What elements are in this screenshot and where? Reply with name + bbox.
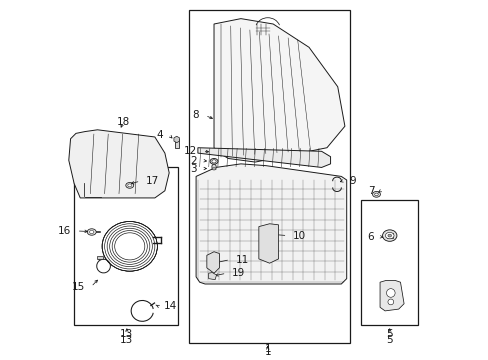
Bar — [97, 256, 102, 259]
Polygon shape — [174, 136, 179, 143]
Ellipse shape — [385, 232, 393, 239]
Text: 8: 8 — [192, 111, 199, 121]
Text: 17: 17 — [146, 176, 159, 186]
Ellipse shape — [211, 160, 216, 163]
Ellipse shape — [210, 158, 218, 164]
Text: 7: 7 — [367, 186, 374, 196]
Polygon shape — [198, 148, 330, 167]
Bar — [360, 200, 418, 325]
Ellipse shape — [372, 192, 380, 197]
Ellipse shape — [387, 234, 391, 237]
Ellipse shape — [374, 193, 378, 195]
Text: 15: 15 — [72, 282, 85, 292]
Text: 9: 9 — [348, 176, 355, 186]
Polygon shape — [196, 164, 346, 284]
Text: 13: 13 — [120, 329, 133, 339]
Text: 5: 5 — [386, 334, 392, 345]
Text: 14: 14 — [164, 301, 177, 311]
Text: 5: 5 — [386, 329, 392, 339]
Text: 1: 1 — [264, 344, 270, 354]
Text: 11: 11 — [235, 255, 248, 265]
Polygon shape — [69, 130, 169, 198]
Text: 12: 12 — [183, 146, 196, 156]
Ellipse shape — [125, 183, 133, 188]
Circle shape — [387, 299, 393, 305]
Bar — [386, 233, 392, 238]
Bar — [174, 139, 179, 148]
Polygon shape — [208, 273, 216, 280]
Text: 16: 16 — [58, 226, 71, 236]
Text: 4: 4 — [157, 130, 163, 140]
Polygon shape — [258, 224, 278, 263]
Text: 18: 18 — [117, 117, 130, 127]
Ellipse shape — [211, 164, 216, 169]
Text: 13: 13 — [119, 334, 133, 345]
Text: 2: 2 — [190, 156, 196, 166]
Ellipse shape — [211, 168, 216, 170]
Text: 6: 6 — [366, 232, 373, 242]
Polygon shape — [206, 252, 219, 273]
Ellipse shape — [87, 229, 96, 235]
Text: 1: 1 — [264, 347, 270, 357]
Polygon shape — [214, 19, 344, 162]
Bar — [188, 10, 349, 343]
Bar — [74, 167, 178, 325]
Ellipse shape — [89, 230, 94, 234]
Text: 19: 19 — [232, 268, 245, 278]
Circle shape — [386, 289, 394, 297]
Ellipse shape — [382, 230, 396, 241]
Ellipse shape — [127, 184, 131, 187]
Text: 3: 3 — [190, 163, 196, 174]
Text: 10: 10 — [293, 231, 306, 240]
Polygon shape — [379, 280, 403, 311]
